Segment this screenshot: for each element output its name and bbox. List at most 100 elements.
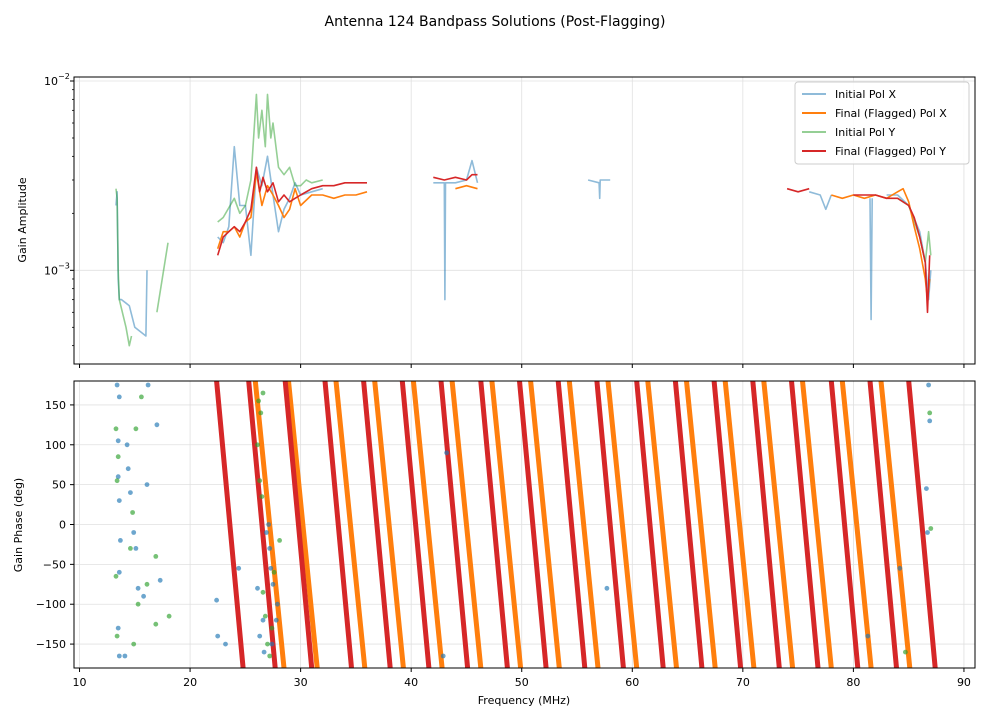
phase-wrap-final-y [711,381,744,668]
phase-point-initial-x [116,394,122,400]
phase-point-initial-x [118,538,123,543]
phase-point-initial-x [223,641,228,647]
phase-wrap-final-x [800,381,834,668]
phase-point-initial-y [903,649,908,655]
phase-point-initial-x [157,577,163,583]
amplitude-y-tick-label: 10 [44,75,58,88]
amplitude-axes-frame [73,76,976,365]
amplitude-y-label: Gain Amplitude [16,177,29,262]
phase-point-initial-y [139,394,144,400]
phase-point-initial-y [258,410,264,416]
phase-wrap-final-y [555,381,588,668]
phase-wrap-final-y [438,381,471,668]
legend-frame [794,81,970,165]
phase-point-initial-x [214,597,220,603]
phase-point-initial-x [116,498,122,503]
amplitude-line-initial-y [897,197,932,264]
phase-point-initial-x [865,633,871,639]
phase-point-initial-x [131,530,137,535]
amplitude-line-initial-x [886,194,932,301]
legend-label-final-y: Final (Flagged) Pol Y [835,145,946,158]
phase-wrap-final-x [839,381,874,668]
legend-label-initial-y: Initial Pol Y [835,126,895,139]
amplitude-line-final-y [433,173,478,181]
phase-point-initial-y [133,426,139,432]
phase-point-initial-y [130,510,136,515]
phase-wrap-final-x [410,381,445,668]
x-tick-label: 80 [846,676,860,689]
phase-wrap-final-y [672,381,705,668]
amplitude-line-initial-x [808,191,833,211]
amplitude-x-ticks [79,364,965,368]
phase-point-initial-x [133,546,139,551]
phase-y-tick-label: 50 [52,479,66,492]
phase-point-initial-x [927,418,933,424]
phase-point-initial-y [928,526,934,531]
phase-wrap-final-y [322,381,354,668]
phase-wrap-final-x [878,381,913,668]
phase-point-initial-y [114,478,120,484]
phase-point-initial-x [269,641,275,647]
phase-point-initial-y [144,581,150,587]
x-tick-label: 20 [183,676,197,689]
amplitude-line-initial-x [587,179,611,200]
amplitude-y-ticks: 10−310−2 [44,72,74,347]
phase-wrap-final-y [906,381,938,668]
x-tick-label: 30 [294,676,308,689]
phase-wrap-final-y [828,381,861,668]
phase-point-initial-x [116,653,122,659]
phase-point-initial-y [259,494,265,499]
phase-wrap-final-y [478,381,510,668]
phase-point-initial-y [269,625,275,631]
phase-point-initial-x [440,653,446,659]
phase-point-initial-y [256,398,261,404]
phase-point-initial-x [144,482,150,487]
phase-point-initial-x [273,617,279,623]
legend-label-initial-x: Initial Pol X [835,88,896,101]
phase-y-tick-label: 150 [45,399,66,412]
x-tick-label: 50 [515,676,529,689]
phase-point-initial-y [153,621,159,627]
phase-point-initial-x [266,522,271,527]
phase-wrap-final-x [684,381,718,668]
phase-point-initial-x [260,617,266,623]
phase-wrap-final-x [286,381,320,668]
phase-point-initial-x [127,490,133,495]
chart-title: Antenna 124 Bandpass Solutions (Post-Fla… [325,14,666,30]
phase-y-tick-label: −150 [36,638,66,651]
amplitude-line-final-y [786,187,810,193]
amplitude-line-initial-y [217,93,323,223]
phase-point-initial-x [122,653,128,659]
phase-wrap-final-x [761,381,796,668]
amplitude-line-initial-x [217,145,323,257]
phase-point-initial-y [265,641,270,647]
amplitude-line-final-x [831,187,931,301]
phase-point-initial-x [255,585,260,591]
phase-point-initial-y [115,454,121,460]
phase-wrap-final-y [399,381,432,668]
amplitude-y-tick-label: 10 [44,264,58,277]
phase-wrap-final-x [372,381,406,668]
phase-point-initial-x [145,382,151,388]
phase-point-initial-y [927,410,933,416]
phase-point-initial-y [114,633,120,639]
phase-point-initial-x [264,530,269,535]
phase-point-initial-x [926,382,931,388]
phase-wrap-final-x [528,381,562,668]
phase-wrap-final-x [645,381,679,668]
phase-point-initial-y [260,589,266,595]
phase-point-initial-x [261,649,267,655]
phase-wrap-final-y [361,381,393,668]
phase-y-tick-label: −50 [43,558,66,571]
phase-point-initial-x [897,565,903,571]
phase-point-initial-y [113,573,119,579]
phase-wrap-final-y [594,381,626,668]
phase-wrap-final-y [214,381,246,668]
phase-point-initial-x [115,474,121,480]
phase-point-initial-y [113,426,119,432]
amplitude-line-initial-x [869,198,873,321]
phase-point-initial-x [275,601,280,607]
phase-point-initial-y [277,538,282,543]
phase-wrap-final-y [750,381,782,668]
